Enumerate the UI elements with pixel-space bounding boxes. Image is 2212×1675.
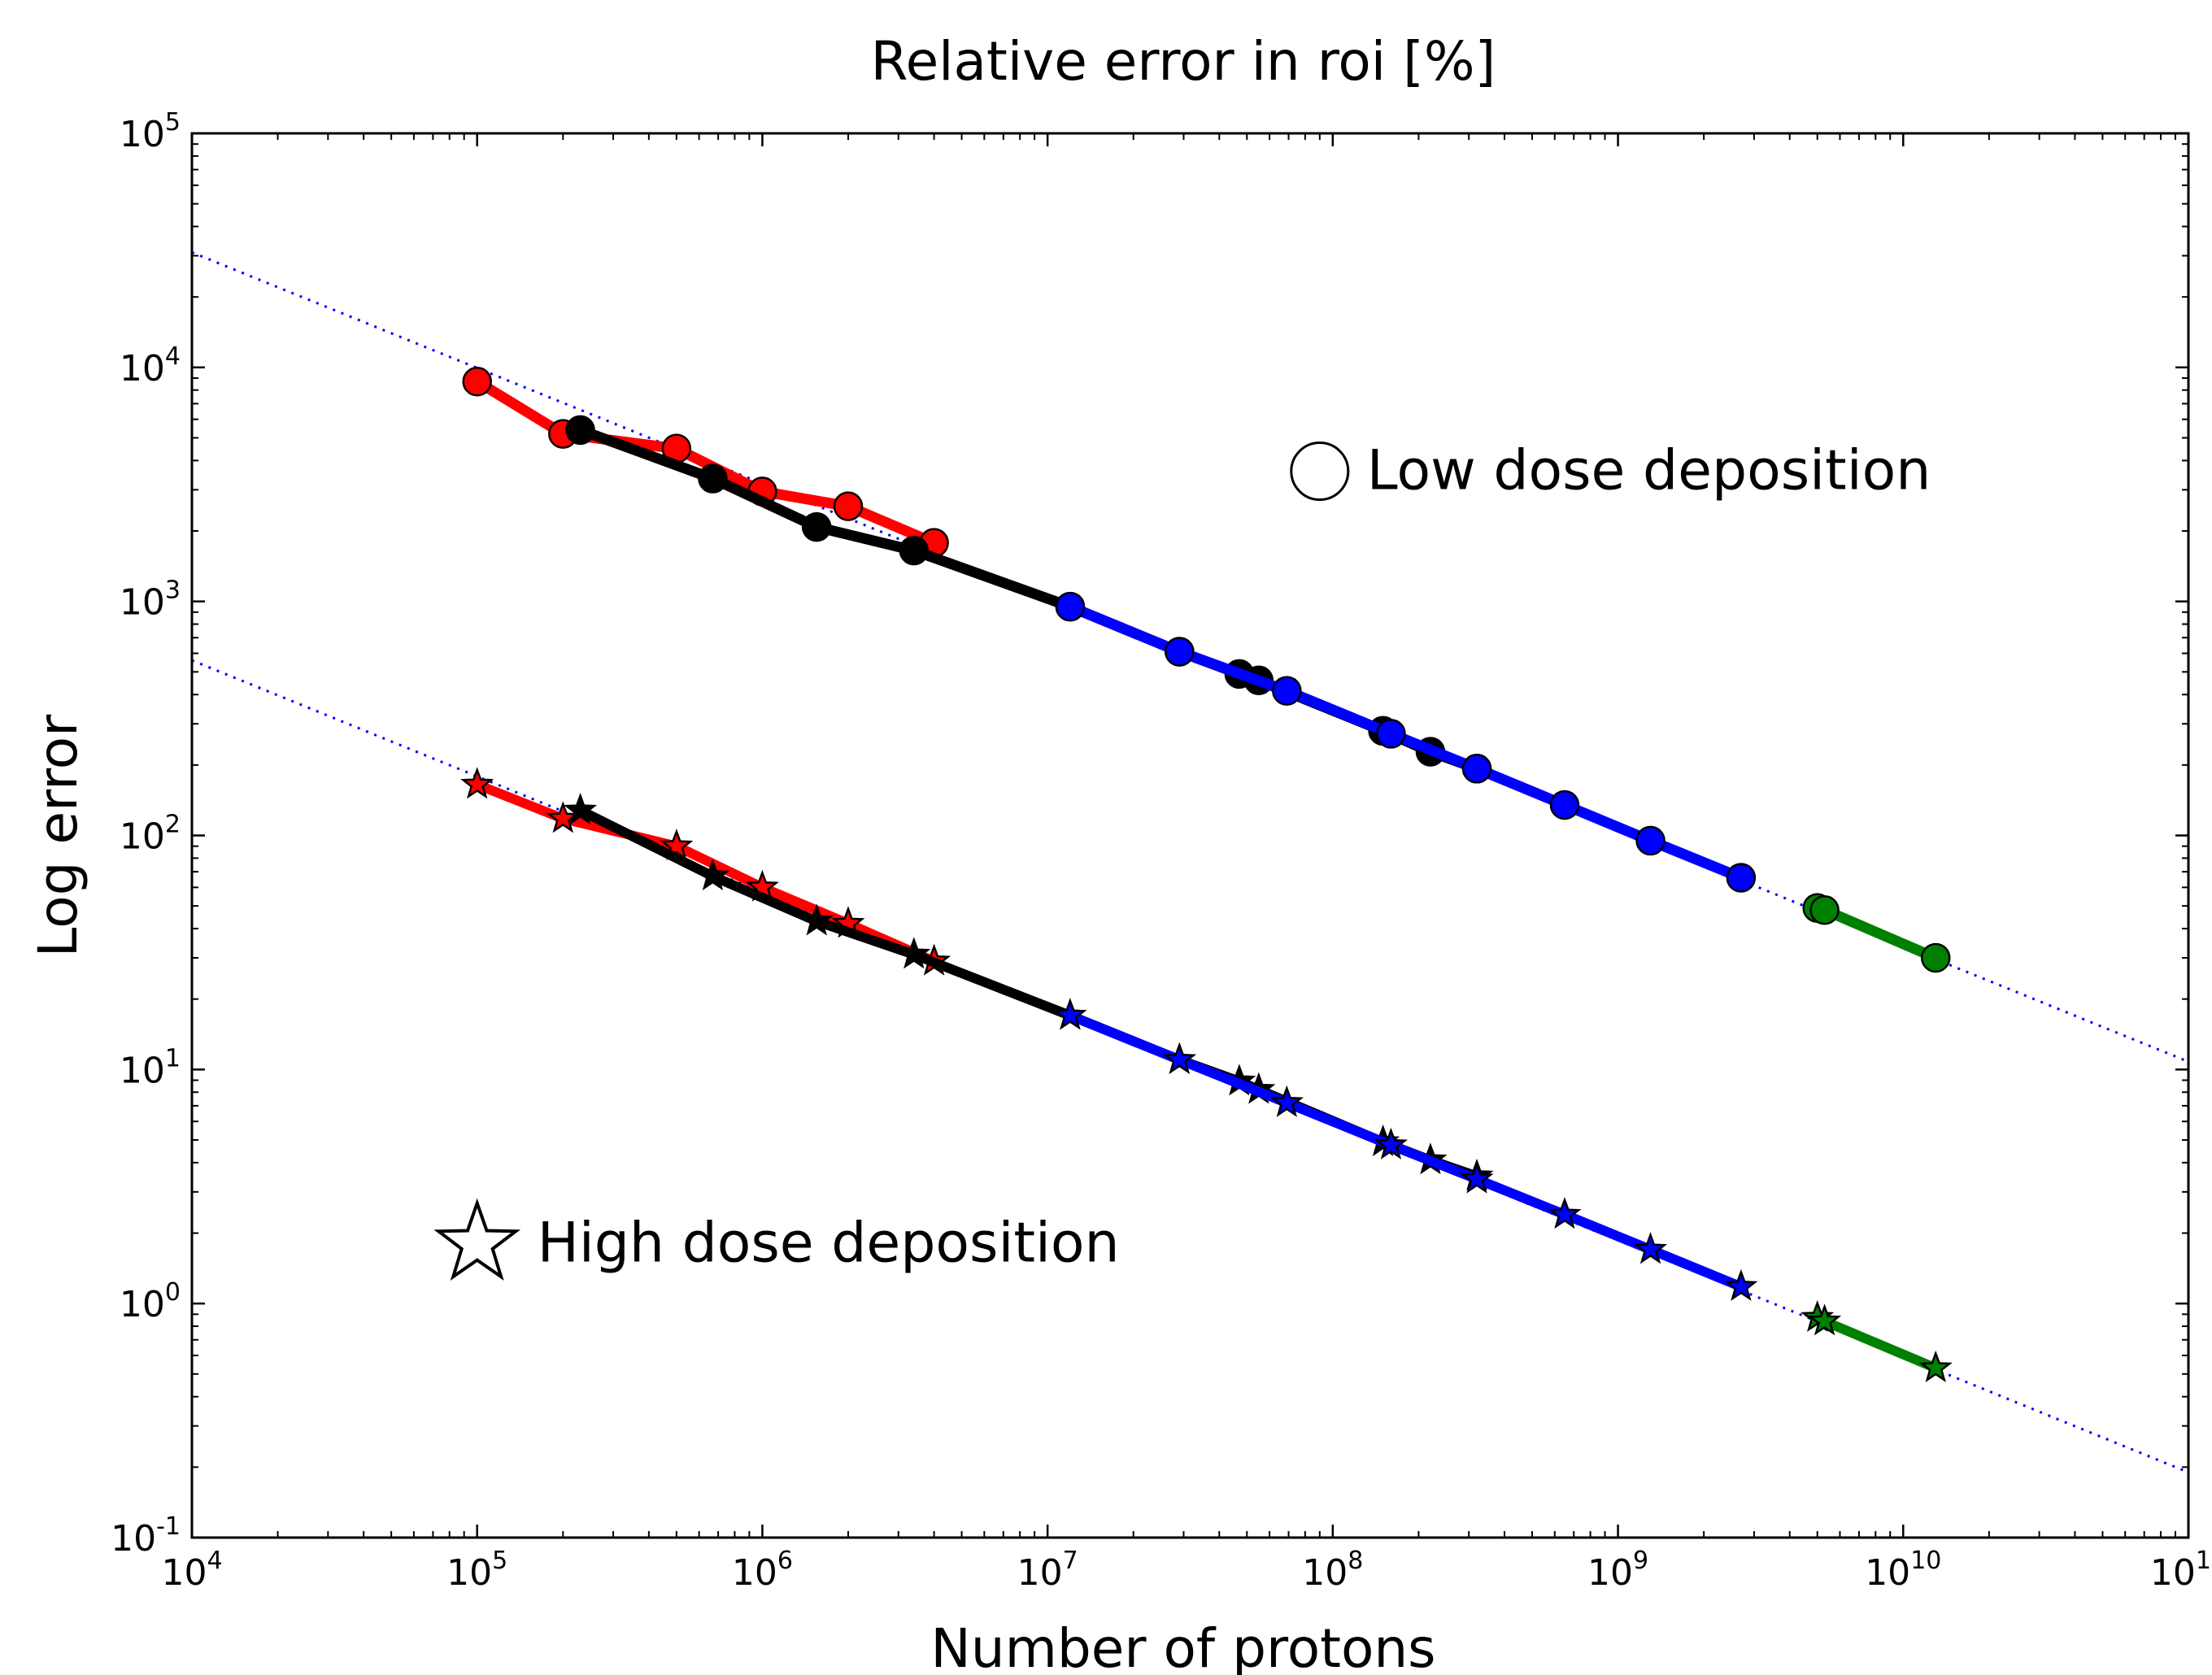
data-point xyxy=(801,511,832,542)
data-point xyxy=(462,366,492,397)
data-point xyxy=(899,535,930,566)
data-point xyxy=(1809,894,1840,925)
series-line xyxy=(475,780,937,966)
series-line xyxy=(1068,1011,1744,1292)
data-point xyxy=(1635,825,1666,856)
x-tick-label: 109 xyxy=(1587,1547,1648,1594)
series-3-circle xyxy=(1802,893,1951,973)
y-tick-label: 100 xyxy=(120,1278,181,1325)
data-series xyxy=(460,366,1953,1383)
x-tick-label: 1010 xyxy=(1865,1547,1941,1594)
annotations: Low dose deposition High dose deposition xyxy=(433,439,1931,1281)
data-point xyxy=(1460,1161,1494,1194)
data-point xyxy=(1162,1042,1196,1074)
y-tick-label: 101 xyxy=(120,1044,181,1091)
data-point xyxy=(1549,790,1580,820)
series-line xyxy=(1068,602,1744,883)
series-4-star xyxy=(460,767,951,976)
data-point xyxy=(660,829,694,861)
data-point xyxy=(1633,1232,1668,1264)
data-point xyxy=(833,491,864,521)
data-point xyxy=(1055,591,1086,622)
data-point xyxy=(565,415,595,446)
data-point xyxy=(1920,942,1951,973)
data-point xyxy=(695,858,729,891)
annotation-label: Low dose deposition xyxy=(1367,439,1931,503)
fit-line-1 xyxy=(192,659,2188,1474)
data-point xyxy=(1808,1303,1842,1336)
y-tick-label: 102 xyxy=(120,811,181,858)
series-0-circle xyxy=(462,366,949,558)
data-point xyxy=(1272,676,1302,706)
series-7-star xyxy=(1801,1299,1953,1383)
data-point xyxy=(1724,1268,1758,1301)
data-point xyxy=(564,792,598,825)
annotation-star-marker xyxy=(433,1198,521,1281)
data-point xyxy=(698,463,728,494)
plot-frame xyxy=(190,132,2190,1539)
y-tick-label: 104 xyxy=(120,342,181,389)
y-tick-label: 10-1 xyxy=(111,1512,181,1560)
series-line xyxy=(474,376,937,548)
x-axis-label: Number of protons xyxy=(930,1617,1435,1675)
x-tick-label: 106 xyxy=(732,1547,793,1594)
data-point xyxy=(1548,1197,1582,1229)
data-point xyxy=(1269,1085,1304,1117)
series-1-circle xyxy=(565,415,1492,784)
annotation-label: High dose deposition xyxy=(538,1212,1120,1276)
data-point xyxy=(1918,1350,1953,1383)
series-6-star xyxy=(1053,998,1758,1301)
data-point xyxy=(460,767,494,799)
data-point xyxy=(1165,637,1195,667)
fit-lines xyxy=(192,251,2188,1474)
x-tick-label: 105 xyxy=(446,1547,507,1594)
data-point xyxy=(1374,1127,1409,1159)
data-point xyxy=(1461,754,1492,784)
y-axis-label: Log error xyxy=(27,714,89,958)
annotation-circle-marker xyxy=(1290,442,1350,502)
x-tick-label: 108 xyxy=(1302,1547,1363,1594)
fit-line-0 xyxy=(192,251,2188,1064)
series-2-circle xyxy=(1055,591,1757,893)
x-tick-label: 104 xyxy=(161,1547,222,1594)
series-line xyxy=(1815,1313,1938,1373)
y-tick-label: 105 xyxy=(120,108,181,155)
data-point xyxy=(799,903,834,936)
x-tick-label: 107 xyxy=(1017,1547,1078,1594)
chart-title: Relative error in roi [%] xyxy=(871,30,1496,93)
data-point xyxy=(1376,719,1406,749)
y-tick-label: 103 xyxy=(120,576,181,624)
data-point xyxy=(897,937,931,969)
data-point xyxy=(1053,998,1087,1030)
data-point xyxy=(1726,863,1757,893)
